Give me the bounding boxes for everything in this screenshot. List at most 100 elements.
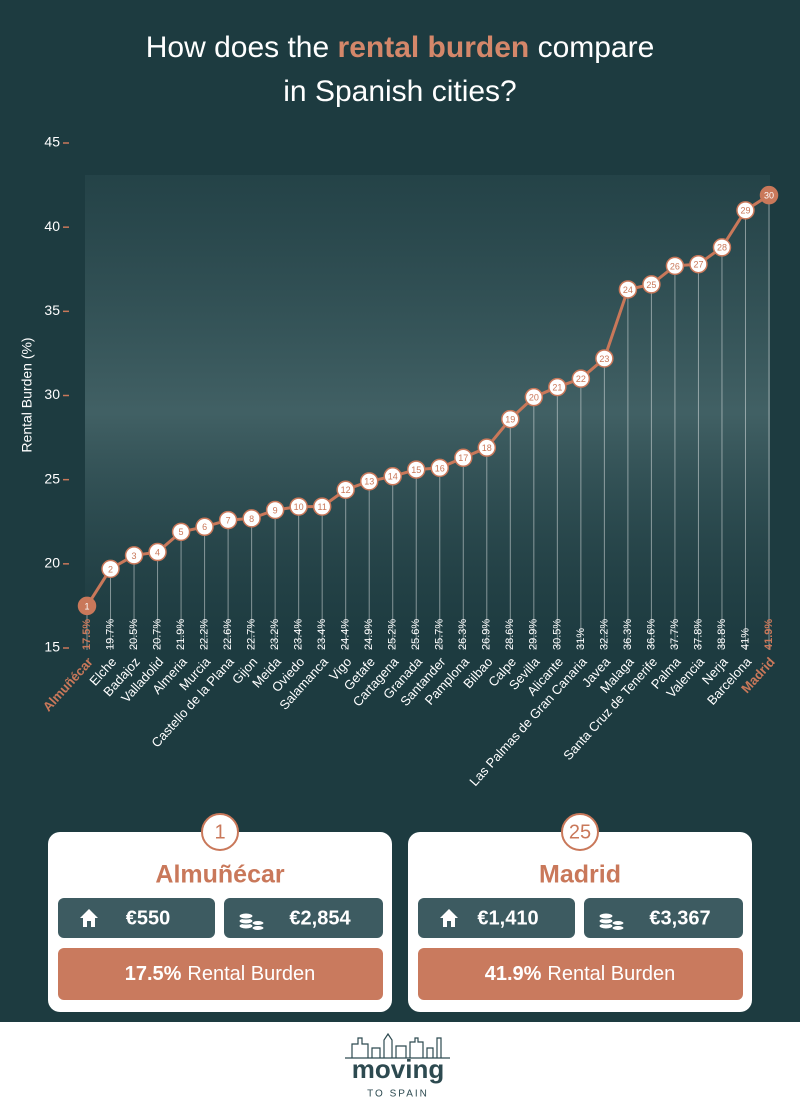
value-label: 22.6% xyxy=(222,619,234,650)
rank-label: 6 xyxy=(202,522,207,532)
coin-icon xyxy=(251,920,265,926)
burden-value: 41.9% xyxy=(485,963,542,985)
point xyxy=(171,522,191,542)
rank-label: 26 xyxy=(670,261,680,271)
value-label: 38.8% xyxy=(716,619,728,650)
rank-label: 28 xyxy=(717,243,727,253)
point xyxy=(148,542,167,562)
value-label: 37.7% xyxy=(669,619,681,650)
logo-name: moving xyxy=(352,1054,444,1084)
rank-label: 3 xyxy=(132,551,137,561)
value-label: 31% xyxy=(575,628,587,650)
value-label: 37.8% xyxy=(692,619,704,650)
card-city: Madrid xyxy=(539,861,621,889)
x-tick-label: Almuñécar xyxy=(40,654,96,714)
title: How does the rental burden compare in Spa… xyxy=(0,26,800,114)
rank-badge xyxy=(201,813,239,851)
value-label: 20.7% xyxy=(151,619,163,650)
value-label: 29.9% xyxy=(528,619,540,650)
burden-value: 17.5% xyxy=(125,963,182,985)
y-axis-label: Rental Burden (%) xyxy=(19,337,35,452)
y-tick-label: 25 xyxy=(44,470,60,486)
value-label: 24.4% xyxy=(340,619,352,650)
rent-value: €1,410 xyxy=(477,907,538,929)
point xyxy=(689,254,708,274)
coin-icon xyxy=(611,925,625,931)
point xyxy=(430,458,450,478)
value-label: 20.5% xyxy=(128,619,140,650)
point xyxy=(218,510,238,530)
point xyxy=(406,460,426,479)
rank-label: 9 xyxy=(273,505,278,515)
rank-label: 17 xyxy=(458,453,468,463)
y-tick-label: 30 xyxy=(44,386,60,402)
point xyxy=(454,448,473,468)
rank-label: 22 xyxy=(576,374,586,384)
rank-label: 20 xyxy=(529,393,539,403)
y-tick-label: 45 xyxy=(44,134,60,150)
rank-label: 19 xyxy=(505,414,515,424)
rank-label: 15 xyxy=(411,465,421,475)
burden-text: 41.9% Rental Burden xyxy=(485,963,676,985)
rank-label: 14 xyxy=(388,472,398,482)
logo-tagline: TO SPAIN xyxy=(367,1089,429,1100)
burden-label: Rental Burden xyxy=(547,963,675,985)
value-label: 21.9% xyxy=(175,619,187,650)
salary-value: €3,367 xyxy=(649,907,710,929)
point xyxy=(242,509,261,528)
point xyxy=(124,546,144,565)
point xyxy=(712,238,732,257)
rent-value: €550 xyxy=(126,907,171,929)
value-label: 26.9% xyxy=(481,619,493,650)
rank-label: 8 xyxy=(249,514,254,524)
y-tick-label: 35 xyxy=(44,302,60,318)
house-icon xyxy=(440,909,458,927)
footer xyxy=(0,1022,800,1111)
point xyxy=(618,280,638,299)
title-text: compare xyxy=(537,31,655,64)
y-tick-label: 20 xyxy=(44,555,60,571)
value-label: 23.4% xyxy=(293,619,305,650)
point xyxy=(595,349,614,368)
value-label: 41.9% xyxy=(763,619,775,650)
rank-label: 30 xyxy=(764,191,774,201)
value-label: 24.9% xyxy=(363,619,375,650)
coin-icon xyxy=(598,912,614,920)
title-text: How does the xyxy=(145,31,330,64)
value-label: 23.2% xyxy=(269,619,281,650)
burden-box xyxy=(418,948,743,1000)
point xyxy=(359,472,379,491)
point xyxy=(101,559,120,579)
point xyxy=(759,185,779,205)
burden-label: Rental Burden xyxy=(187,963,315,985)
point xyxy=(336,480,355,500)
rent-box xyxy=(58,898,215,938)
value-label: 30.5% xyxy=(551,619,563,650)
burden-box xyxy=(58,948,383,1000)
rank-label: 11 xyxy=(318,502,327,512)
y-tick-label: 15 xyxy=(44,639,60,655)
point xyxy=(195,517,214,537)
rank-label: 27 xyxy=(693,260,703,270)
rent-box xyxy=(418,898,575,938)
rank-label: 24 xyxy=(623,285,633,295)
rank-label: 13 xyxy=(364,477,374,487)
value-label: 32.2% xyxy=(598,619,610,650)
coin-icon xyxy=(251,925,265,931)
coin-icon xyxy=(238,912,254,920)
point xyxy=(524,387,544,407)
value-label: 36.3% xyxy=(622,619,634,650)
coin-icon xyxy=(611,920,625,926)
rank-label: 23 xyxy=(599,354,609,364)
value-label: 25.6% xyxy=(410,619,422,650)
rank-label: 16 xyxy=(435,463,445,473)
burden-text: 17.5% Rental Burden xyxy=(125,963,316,985)
point xyxy=(571,369,591,388)
y-tick-label: 40 xyxy=(44,218,60,234)
rank-label: 29 xyxy=(740,206,750,216)
point xyxy=(312,497,332,516)
value-label: 17.5% xyxy=(81,619,93,650)
point xyxy=(501,409,520,429)
